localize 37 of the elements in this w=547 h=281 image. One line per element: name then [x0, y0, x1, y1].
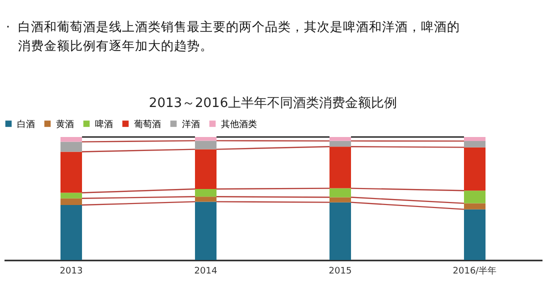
bar: [194, 202, 217, 260]
bar: [464, 141, 486, 148]
bar: [60, 152, 82, 193]
bar: [464, 203, 486, 210]
legend-label: 洋酒: [182, 118, 200, 130]
bar: [329, 197, 352, 202]
bar: [60, 142, 82, 152]
bar: [60, 198, 82, 206]
text: ·: [6, 19, 10, 34]
bar: [329, 140, 352, 147]
bar: [194, 137, 217, 141]
bar: [464, 190, 486, 204]
text: 白酒和葡萄酒是线上酒类销售最主要的两个品类，其次是啤酒和洋酒，啤酒的消费金额比例有逐年加大的趋势。: [18, 19, 460, 53]
x-tick-label: 2015: [328, 266, 352, 276]
bar: [194, 196, 217, 202]
bar: [194, 140, 217, 150]
legend-label: 黄酒: [56, 118, 74, 130]
bar: [464, 147, 486, 191]
legend-label: 其他酒类: [221, 118, 257, 130]
x-tick-label: 2013: [60, 266, 83, 276]
legend-label: 葡萄酒: [134, 118, 161, 130]
chart-title: 2013～2016上半年不同酒类消费金额比例: [148, 96, 398, 111]
x-tick-label: 2014: [194, 266, 218, 276]
bar: [329, 146, 352, 188]
bar: [194, 149, 217, 190]
bar: [464, 137, 486, 142]
bar: [60, 137, 82, 142]
bar: [329, 188, 352, 198]
x-tick-label: 2016/半年: [452, 266, 497, 276]
bar: [329, 202, 352, 260]
legend-label: 白酒: [17, 118, 35, 130]
bar: [60, 192, 82, 198]
legend-label: 啤酒: [95, 118, 113, 130]
bar: [329, 137, 352, 141]
bar: [464, 209, 486, 260]
bar: [194, 189, 217, 197]
bar: [60, 205, 82, 260]
